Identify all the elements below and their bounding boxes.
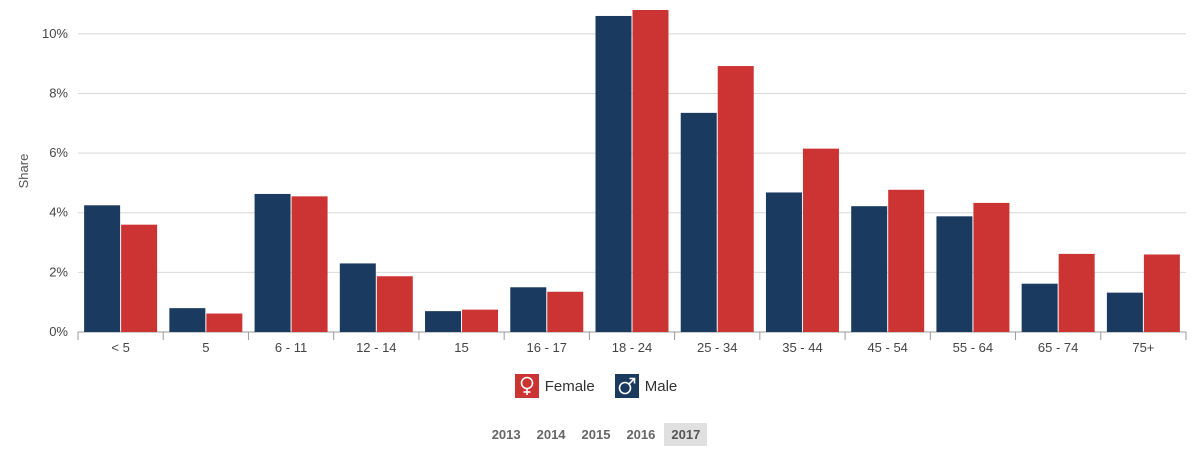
- legend-label-male: Male: [644, 377, 678, 395]
- year-button-2015[interactable]: 2015: [581, 427, 611, 442]
- legend-item-male[interactable]: Male: [614, 374, 678, 398]
- year-button-2014[interactable]: 2014: [536, 427, 566, 442]
- x-tick-label: 6 - 11: [275, 340, 307, 355]
- x-tick-label: 18 - 24: [612, 340, 652, 355]
- bar-male[interactable]: [765, 192, 802, 332]
- bar-male[interactable]: [936, 216, 973, 332]
- y-tick-label: 2%: [49, 264, 68, 279]
- bar-male[interactable]: [595, 15, 632, 333]
- bar-female[interactable]: [376, 276, 413, 332]
- y-tick-label: 10%: [42, 26, 68, 41]
- bar-male[interactable]: [339, 263, 376, 332]
- x-tick-label: 75+: [1132, 340, 1154, 355]
- bar-female[interactable]: [1143, 254, 1180, 332]
- legend: Female Male: [0, 374, 1192, 398]
- x-tick-label: 16 - 17: [527, 340, 567, 355]
- y-tick-label: 4%: [49, 205, 68, 220]
- legend-item-female[interactable]: Female: [514, 374, 595, 398]
- bar-male[interactable]: [510, 287, 547, 332]
- bar-female[interactable]: [462, 309, 499, 332]
- x-tick-label: 5: [202, 340, 209, 355]
- bar-male[interactable]: [680, 112, 717, 332]
- bar-male[interactable]: [84, 205, 121, 332]
- bar-male[interactable]: [425, 311, 462, 332]
- bar-male[interactable]: [851, 206, 888, 332]
- bar-male[interactable]: [169, 308, 206, 332]
- bar-female[interactable]: [717, 66, 754, 332]
- x-tick-label: 55 - 64: [953, 340, 993, 355]
- bar-male[interactable]: [254, 193, 291, 332]
- bar-female[interactable]: [1058, 253, 1095, 332]
- legend-label-female: Female: [544, 377, 595, 395]
- bar-male[interactable]: [1021, 283, 1058, 332]
- bar-female[interactable]: [121, 224, 158, 332]
- y-axis-label: Share: [16, 154, 31, 189]
- x-tick-label: 15: [454, 340, 468, 355]
- bar-female[interactable]: [547, 291, 584, 332]
- bar-male[interactable]: [1106, 292, 1143, 332]
- bar-female[interactable]: [291, 196, 328, 332]
- y-tick-label: 6%: [49, 145, 68, 160]
- bar-female[interactable]: [973, 202, 1010, 332]
- bar-chart: 0% 2% 4% 6% 8% 10% Share < 5 5 6 - 11 12 - 14 15 16 …: [16, 10, 1187, 355]
- male-symbol-icon: [614, 374, 639, 398]
- female-symbol-icon: [514, 374, 539, 398]
- bar-female[interactable]: [802, 148, 839, 332]
- bar-female[interactable]: [632, 10, 669, 332]
- y-tick-label: 0%: [49, 324, 68, 339]
- x-tick-label: 25 - 34: [697, 340, 737, 355]
- y-tick-label: 8%: [49, 85, 68, 100]
- bar-female[interactable]: [206, 313, 243, 332]
- x-tick-label: 65 - 74: [1038, 340, 1078, 355]
- x-tick-label: 12 - 14: [356, 340, 396, 355]
- year-button-2016[interactable]: 2016: [626, 427, 656, 442]
- x-tick-label: 45 - 54: [867, 340, 907, 355]
- year-button-2017[interactable]: 2017: [664, 423, 708, 446]
- x-tick-label: < 5: [111, 340, 129, 355]
- x-tick-label: 35 - 44: [782, 340, 822, 355]
- year-selector: 2013 2014 2015 2016 2017: [0, 423, 1192, 446]
- year-button-2013[interactable]: 2013: [491, 427, 521, 442]
- bar-female[interactable]: [888, 189, 925, 332]
